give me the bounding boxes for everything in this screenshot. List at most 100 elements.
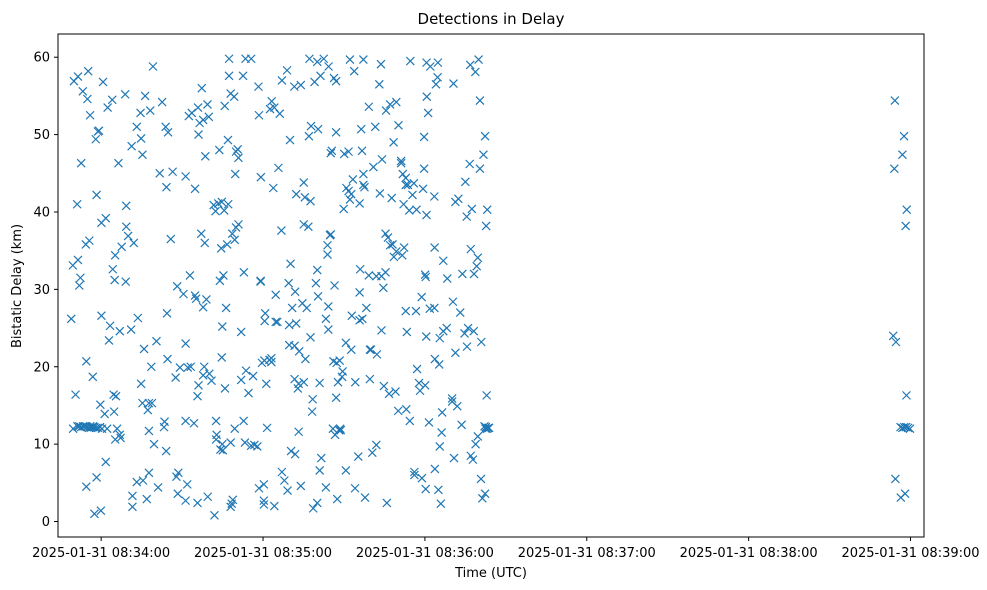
data-point [356, 124, 366, 134]
data-point [173, 489, 183, 499]
data-point [357, 146, 367, 156]
data-point [381, 267, 390, 277]
data-point [186, 362, 196, 372]
data-point [393, 406, 403, 416]
data-point [453, 194, 463, 204]
data-point [261, 379, 271, 389]
data-point [437, 407, 447, 417]
data-point [197, 83, 207, 93]
data-point [902, 205, 912, 215]
data-point [230, 235, 240, 245]
data-point [218, 271, 228, 280]
data-point [304, 131, 314, 141]
data-point [311, 278, 321, 288]
x-tick-label: 2025-01-31 08:35:00 [194, 546, 332, 561]
data-point [163, 354, 172, 364]
data-point [254, 110, 264, 120]
data-point [109, 390, 118, 400]
data-point [346, 345, 356, 355]
data-point [303, 222, 313, 232]
data-point [254, 82, 263, 92]
data-point [422, 92, 432, 102]
data-point [290, 287, 300, 297]
data-point [95, 400, 105, 410]
data-point [374, 79, 384, 89]
data-point [88, 372, 98, 382]
data-point [266, 357, 276, 367]
data-point [139, 344, 149, 354]
data-point [421, 484, 431, 494]
data-point [391, 387, 400, 396]
data-point [302, 303, 312, 313]
data-point [300, 192, 310, 202]
data-point [207, 376, 216, 386]
data-point [331, 393, 341, 403]
data-point [434, 360, 444, 369]
data-point [152, 336, 161, 346]
data-point [236, 375, 246, 385]
x-axis: 2025-01-31 08:34:00 2025-01-31 08:35:00 20… [32, 537, 980, 561]
data-point [367, 448, 377, 458]
data-point [397, 250, 407, 260]
data-point [81, 356, 91, 366]
data-point [484, 423, 494, 433]
data-point [227, 229, 237, 239]
data-point [183, 363, 193, 372]
data-point [313, 291, 323, 301]
data-point [166, 234, 176, 244]
data-point [163, 127, 173, 137]
data-point [217, 322, 227, 331]
data-point [162, 182, 171, 192]
data-point [472, 261, 482, 271]
data-point [377, 325, 386, 335]
data-point [73, 255, 83, 265]
data-point [389, 252, 399, 262]
data-point [277, 467, 287, 477]
markers-group [66, 54, 915, 520]
data-point [181, 171, 191, 181]
data-point [420, 380, 430, 390]
data-point [217, 353, 227, 362]
data-point [203, 99, 212, 109]
data-point [193, 498, 202, 508]
data-point [217, 197, 227, 207]
data-point [210, 510, 219, 520]
data-point [890, 474, 900, 484]
data-point [111, 391, 121, 401]
data-point [336, 425, 346, 435]
data-point [347, 311, 357, 321]
data-point [324, 62, 334, 71]
data-point [218, 445, 228, 455]
x-axis-label: Time (UTC) [454, 566, 527, 581]
data-point [200, 238, 210, 248]
data-point [462, 212, 472, 222]
data-point [121, 277, 131, 287]
data-point [455, 308, 465, 318]
data-point [145, 106, 155, 116]
data-point [181, 416, 191, 426]
data-point [389, 137, 399, 147]
data-point [240, 438, 250, 448]
data-point [475, 164, 485, 174]
data-point [412, 364, 422, 374]
data-point [308, 503, 318, 513]
data-point [286, 446, 296, 456]
data-point [121, 222, 131, 232]
y-axis-label: Bistatic Delay (km) [10, 224, 25, 348]
data-point [215, 445, 225, 454]
data-point [473, 431, 483, 441]
data-point [391, 247, 401, 256]
data-point [191, 294, 201, 304]
data-point [470, 67, 480, 77]
data-point [462, 342, 472, 352]
data-point [105, 321, 115, 331]
data-point [96, 506, 106, 516]
data-point [226, 438, 236, 448]
data-point [345, 55, 355, 64]
data-point [185, 271, 195, 280]
chart-title: Detections in Delay [418, 10, 565, 28]
data-point [358, 55, 368, 64]
data-point [399, 243, 409, 253]
data-point [267, 96, 277, 106]
data-point [370, 122, 380, 132]
